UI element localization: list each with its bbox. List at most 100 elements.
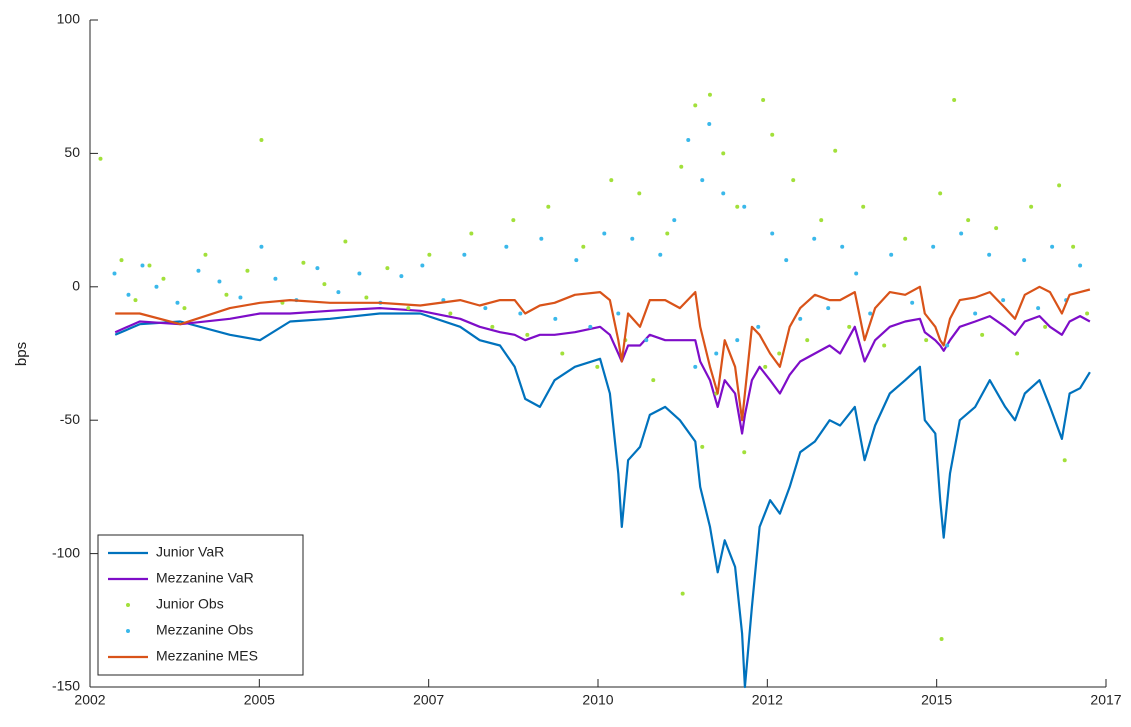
dot	[161, 276, 166, 281]
dot	[742, 450, 747, 455]
dot	[427, 252, 432, 257]
dot	[1036, 306, 1041, 311]
dot	[903, 236, 908, 241]
dot	[980, 332, 985, 337]
dot	[700, 444, 705, 449]
dot	[1078, 263, 1083, 268]
line	[115, 285, 1091, 422]
dot	[448, 311, 453, 316]
dot	[840, 244, 845, 249]
dot	[735, 338, 740, 343]
dot	[721, 191, 726, 196]
dot	[812, 236, 817, 241]
line	[114, 307, 1091, 435]
dot	[595, 364, 600, 369]
dot	[525, 332, 530, 337]
dot	[889, 252, 894, 257]
dot	[630, 236, 635, 241]
dot	[777, 351, 782, 356]
dot	[504, 244, 509, 249]
dot	[959, 231, 964, 236]
dot	[672, 218, 677, 223]
dot	[301, 260, 306, 265]
dot	[952, 98, 957, 103]
dot	[147, 263, 152, 268]
dot	[245, 268, 250, 273]
dot	[259, 138, 264, 143]
dot	[931, 244, 936, 249]
dot	[1043, 324, 1048, 329]
legend-label: Junior VaR	[156, 544, 224, 560]
dot	[518, 311, 523, 316]
dot	[1057, 183, 1062, 188]
dot	[1001, 298, 1006, 303]
dot	[987, 252, 992, 257]
dot	[602, 231, 607, 236]
dot	[322, 282, 327, 287]
dot	[112, 271, 117, 276]
dot	[196, 268, 201, 273]
dot	[1029, 204, 1034, 209]
y-tick-label: 0	[72, 278, 80, 294]
dot	[735, 204, 740, 209]
dot	[511, 218, 516, 223]
dot	[854, 271, 859, 276]
legend-box	[97, 534, 304, 676]
legend-swatch	[126, 629, 130, 633]
dot	[133, 298, 138, 303]
legend: Junior VaR Mezzanine VaR Junior Obs Mezzani…	[97, 534, 304, 676]
legend-swatch	[126, 603, 130, 607]
dot	[994, 226, 999, 231]
legend-label: Mezzanine VaR	[156, 570, 254, 586]
y-axis-label: bps	[13, 342, 30, 366]
dot	[1085, 311, 1090, 316]
dot	[707, 92, 712, 97]
dot	[819, 218, 824, 223]
dot	[217, 279, 222, 284]
dot	[259, 244, 264, 249]
dot	[693, 103, 698, 108]
legend-label: Mezzanine Obs	[156, 622, 253, 638]
dot	[588, 324, 593, 329]
x-tick-label: 2015	[921, 692, 952, 708]
dot	[182, 306, 187, 311]
dot	[238, 295, 243, 300]
x-tick-label: 2002	[74, 692, 105, 708]
x-tick-label: 2005	[244, 692, 275, 708]
dot	[686, 138, 691, 143]
y-tick-label: 100	[57, 11, 81, 27]
dot	[609, 178, 614, 183]
dot	[315, 266, 320, 271]
dot	[721, 151, 726, 156]
dot	[761, 98, 766, 103]
y-tick-label: -50	[60, 411, 80, 427]
dot	[462, 252, 467, 257]
dot	[273, 276, 278, 281]
dot	[343, 239, 348, 244]
line	[114, 312, 1091, 689]
dot	[399, 274, 404, 279]
dot	[700, 178, 705, 183]
dot	[784, 258, 789, 263]
x-tick-label: 2010	[582, 692, 613, 708]
dot	[805, 338, 810, 343]
dot	[665, 231, 670, 236]
dot	[1050, 244, 1055, 249]
y-tick-label: -150	[52, 678, 80, 694]
dot	[385, 266, 390, 271]
dot	[680, 591, 685, 596]
x-tick-label: 2007	[413, 692, 444, 708]
dot	[714, 351, 719, 356]
dot	[616, 311, 621, 316]
dot	[973, 311, 978, 316]
dot	[833, 148, 838, 153]
dot	[469, 231, 474, 236]
dot	[98, 156, 103, 161]
dot	[770, 132, 775, 137]
dot	[791, 178, 796, 183]
dot	[763, 364, 768, 369]
dot	[224, 292, 229, 297]
dot	[861, 204, 866, 209]
dot	[693, 364, 698, 369]
y-tick-label: -100	[52, 544, 80, 560]
